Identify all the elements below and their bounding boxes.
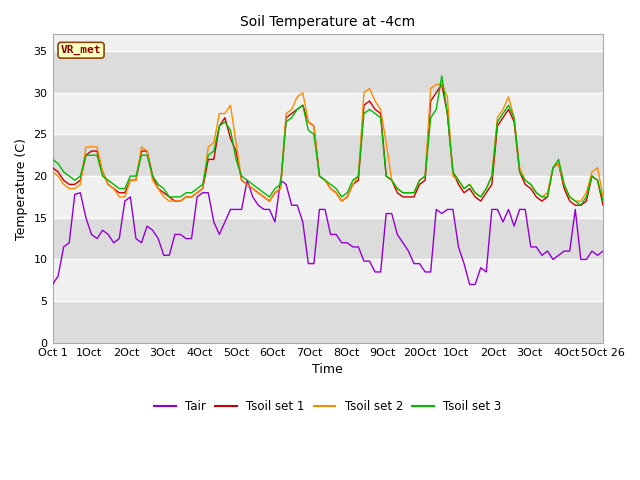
X-axis label: Time: Time xyxy=(312,363,343,376)
Bar xyxy=(52,93,603,134)
Bar xyxy=(52,218,603,259)
Bar xyxy=(52,176,603,218)
Title: Soil Temperature at -4cm: Soil Temperature at -4cm xyxy=(240,15,415,29)
Text: VR_met: VR_met xyxy=(61,45,101,55)
Y-axis label: Temperature (C): Temperature (C) xyxy=(15,138,28,240)
Bar xyxy=(52,301,603,343)
Bar xyxy=(52,259,603,301)
Legend: Tair, Tsoil set 1, Tsoil set 2, Tsoil set 3: Tair, Tsoil set 1, Tsoil set 2, Tsoil se… xyxy=(150,395,506,418)
Bar xyxy=(52,51,603,93)
Bar xyxy=(52,134,603,176)
